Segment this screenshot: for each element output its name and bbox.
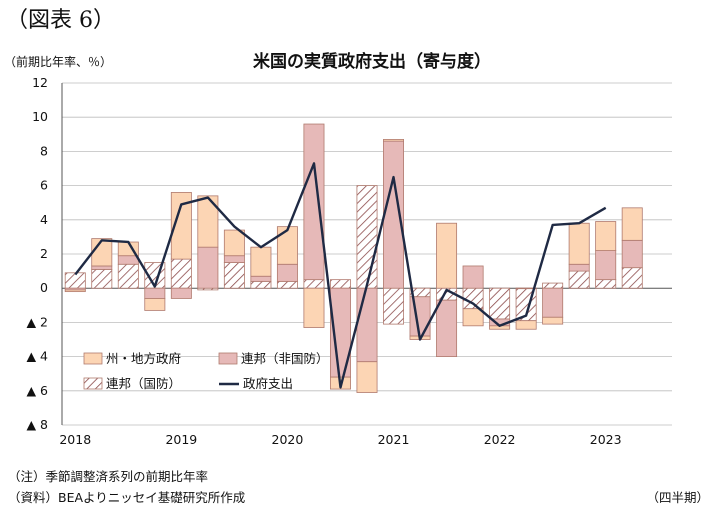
bar-federal-defense (223, 262, 245, 289)
y-tick-label: 4 (40, 212, 48, 227)
bar-federal-nondefense (276, 263, 298, 282)
bar-federal-nondefense (197, 246, 219, 289)
bar-state-local (515, 320, 537, 330)
bar-federal-defense (621, 267, 643, 289)
legend: 州・地方政府 連邦（非国防） 連邦（国防） 政府支出 (83, 351, 329, 391)
bar-federal-nondefense (117, 255, 139, 265)
bar-federal-defense (303, 279, 325, 289)
x-tick-label: 2018 (59, 432, 91, 447)
bar-state-local (542, 316, 564, 325)
legend-label-total: 政府支出 (243, 376, 293, 391)
bar-federal-nondefense (250, 275, 272, 282)
bar-federal-defense (250, 280, 272, 289)
bar-state-local (276, 226, 298, 265)
x-tick-labels: 2018 2019 2020 2021 2022 2023 (59, 432, 621, 447)
bar-federal-defense (329, 279, 351, 289)
bar-state-local (197, 195, 219, 248)
bar-state-local (436, 222, 458, 289)
bar-state-local (91, 238, 113, 267)
bar-federal-nondefense (621, 239, 643, 269)
bar-state-local (223, 229, 245, 257)
y-tick-label: 12 (32, 75, 48, 90)
x-tick-label: 2021 (378, 432, 410, 447)
legend-label-federal-nondefense: 連邦（非国防） (241, 351, 329, 366)
y-tick-label: 8 (40, 143, 48, 158)
y-tick-label: ▲ 6 (26, 383, 48, 398)
y-tick-label: ▲ 2 (26, 314, 48, 329)
bar-federal-nondefense (303, 123, 325, 281)
line-total-government-spending (74, 162, 607, 389)
bar-state-local (250, 246, 272, 277)
bar-federal-defense (356, 185, 378, 289)
bar-federal-nondefense (356, 287, 378, 363)
legend-label-state-local: 州・地方政府 (106, 351, 181, 366)
bar-federal-defense (568, 270, 590, 289)
footnote: （注）季節調整済系列の前期比年率 (8, 469, 209, 484)
bar-federal-nondefense (170, 287, 192, 299)
y-tick-label: ▲ 8 (26, 417, 48, 432)
bar-federal-defense (542, 282, 564, 289)
legend-swatch-federal-nondefense (218, 352, 238, 365)
y-tick-label: 10 (32, 109, 48, 124)
bar-state-local (64, 289, 86, 293)
x-tick-label: 2022 (484, 432, 516, 447)
bar-federal-defense (383, 287, 405, 325)
x-tick-label: 2020 (272, 432, 304, 447)
y-tick-label: ▲ 4 (26, 349, 48, 364)
legend-swatch-state-local (83, 352, 103, 365)
y-tick-label: 6 (40, 178, 48, 193)
bar-federal-nondefense (542, 287, 564, 318)
bar-federal-defense (64, 272, 86, 289)
bar-state-local (356, 361, 378, 393)
bar-state-local (170, 192, 192, 260)
bar-state-local (621, 207, 643, 241)
line-layer (74, 162, 607, 389)
bar-federal-nondefense (144, 287, 166, 299)
y-tick-label: 2 (40, 246, 48, 261)
y-tick-labels: 12 10 8 6 4 2 0 ▲ 2 ▲ 4 ▲ 6 ▲ 8 (26, 75, 48, 432)
bar-federal-defense (170, 258, 192, 289)
x-tick-label: 2019 (165, 432, 197, 447)
bar-state-local (144, 298, 166, 311)
y-tick-label: 0 (40, 280, 48, 295)
bar-federal-nondefense (568, 263, 590, 272)
bar-federal-nondefense (223, 255, 245, 263)
bar-state-local (568, 222, 590, 265)
source-note: （資料）BEAよりニッセイ基礎研究所作成 (8, 490, 246, 505)
bar-federal-defense (595, 279, 617, 289)
bar-state-local (462, 308, 484, 327)
bar-federal-defense (489, 287, 511, 320)
bar-federal-defense (117, 263, 139, 289)
x-tick-label: 2023 (590, 432, 622, 447)
period-label: （四半期） (646, 490, 709, 505)
bar-federal-defense (462, 287, 484, 310)
bar-federal-nondefense (462, 265, 484, 289)
figure-label: （図表 6） (6, 8, 115, 33)
bar-federal-nondefense (91, 265, 113, 270)
legend-label-federal-defense: 連邦（国防） (106, 376, 181, 391)
bar-federal-defense (276, 280, 298, 289)
legend-swatch-federal-defense (83, 377, 103, 390)
bar-state-local (383, 139, 405, 142)
bar-state-local (303, 287, 325, 328)
bar-state-local (595, 221, 617, 251)
bar-federal-defense (91, 268, 113, 289)
y-axis-label: （前期比年率、％） (4, 54, 112, 69)
bar-federal-nondefense (595, 250, 617, 281)
bar-federal-nondefense (436, 299, 458, 358)
chart-title: 米国の実質政府支出（寄与度） (253, 51, 491, 72)
bar-federal-nondefense (515, 287, 537, 290)
